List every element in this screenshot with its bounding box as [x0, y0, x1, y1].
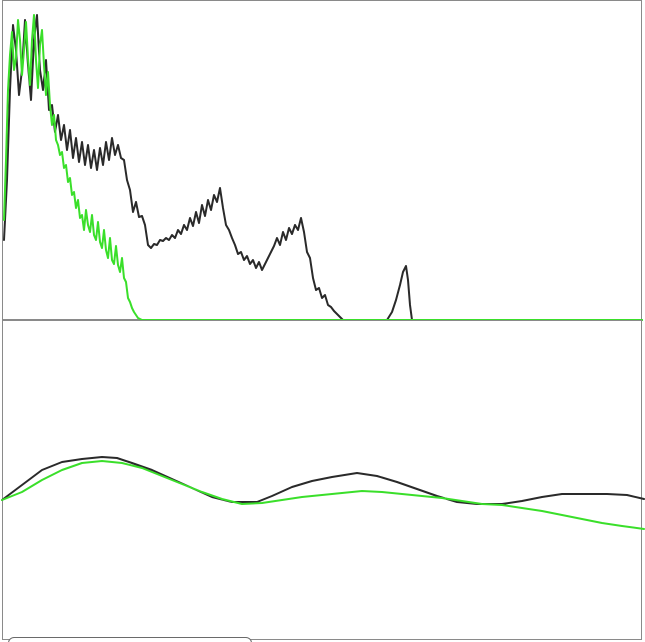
series-line-2	[3, 14, 643, 321]
series-line-1	[1, 456, 645, 505]
plot-frame	[2, 320, 642, 640]
chart-panel-bottom	[1, 320, 645, 640]
series-line-1	[3, 14, 643, 321]
horizontal-scrollbar-thumb[interactable]	[8, 637, 252, 642]
series-line-2	[1, 460, 645, 530]
chart-panel-top	[2, 0, 643, 321]
